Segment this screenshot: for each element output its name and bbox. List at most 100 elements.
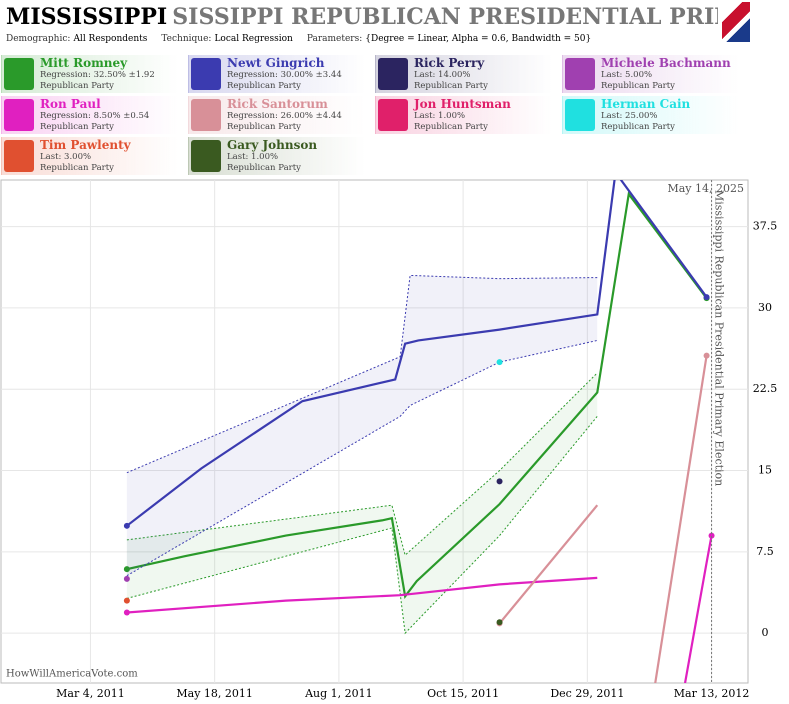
legend-name: Rick Santorum xyxy=(227,97,328,111)
param-label: Technique: xyxy=(161,34,212,44)
legend-entry: Gary Johnson Last: 1.00% Republican Party xyxy=(188,137,374,175)
legend-icon xyxy=(565,58,595,90)
y-tick-label: 7.5 xyxy=(756,545,774,558)
point xyxy=(123,609,130,616)
confidence-band xyxy=(126,275,598,576)
y-tick-label: 15 xyxy=(758,464,772,477)
series-line xyxy=(498,504,599,625)
legend-party: Republican Party xyxy=(414,122,488,132)
point xyxy=(496,359,503,366)
x-tick-label: Mar 13, 2012 xyxy=(674,687,750,700)
params: Demographic: All Respondents Technique: Loc… xyxy=(6,34,605,44)
legend-name: Mitt Romney xyxy=(40,56,128,70)
legend-entry: Tim Pawlenty Last: 3.00% Republican Party xyxy=(1,137,187,175)
point xyxy=(703,294,710,301)
legend-party: Republican Party xyxy=(601,81,675,91)
legend-party: Republican Party xyxy=(227,81,301,91)
series-line xyxy=(126,180,708,527)
legend-party: Republican Party xyxy=(601,122,675,132)
param-label: Parameters: xyxy=(306,34,363,44)
legend-entry: Mitt Romney Regression: 32.50% ±1.92 Repub… xyxy=(1,55,187,93)
series-line xyxy=(654,355,708,683)
legend-detail: Last: 3.00% xyxy=(40,152,92,162)
point xyxy=(123,522,130,529)
legend-entry: Herman Cain Last: 25.00% Republican Party xyxy=(562,96,748,134)
legend-name: Jon Huntsman xyxy=(414,97,511,111)
legend-detail: Regression: 32.50% ±1.92 xyxy=(40,70,155,80)
legend-icon xyxy=(4,58,34,90)
x-tick-label: Mar 4, 2011 xyxy=(56,687,125,700)
series-line xyxy=(683,535,713,683)
point xyxy=(123,566,130,573)
point xyxy=(496,478,503,485)
legend-name: Gary Johnson xyxy=(227,138,318,152)
param-label: Demographic: xyxy=(6,34,71,44)
source: HowWillAmericaVote.com xyxy=(6,669,138,680)
legend-name: Rick Perry xyxy=(414,56,485,70)
logo xyxy=(722,2,750,42)
annotation-text: Mississippi Republican Presidential Prim… xyxy=(713,190,726,486)
title: MISSISSIPPI xyxy=(6,4,168,30)
series-line xyxy=(126,576,598,614)
legend-name: Tim Pawlenty xyxy=(40,138,131,152)
plot-frame xyxy=(0,179,749,684)
legend-icon xyxy=(191,99,221,131)
legend-detail: Regression: 30.00% ±3.44 xyxy=(227,70,342,80)
legend-entry: Ron Paul Regression: 8.50% ±0.54 Republica… xyxy=(1,96,187,134)
plot-area xyxy=(1,180,748,683)
x-tick-label: May 18, 2011 xyxy=(176,687,253,700)
x-tick-label: Oct 15, 2011 xyxy=(427,687,499,700)
legend-entry: Rick Santorum Regression: 26.00% ±4.44 Rep… xyxy=(188,96,374,134)
band-edge xyxy=(126,416,598,635)
legend-detail: Last: 1.00% xyxy=(227,152,279,162)
legend-party: Republican Party xyxy=(40,163,114,173)
subtitle: SISSIPPI REPUBLICAN PRESIDENTIAL PRIMARY… xyxy=(172,4,718,30)
y-tick-label: 22.5 xyxy=(753,382,778,395)
legend-name: Herman Cain xyxy=(601,97,691,111)
legend-entry: Newt Gingrich Regression: 30.00% ±3.44 Rep… xyxy=(188,55,374,93)
legend-entry: Rick Perry Last: 14.00% Republican Party xyxy=(375,55,561,93)
legend-icon xyxy=(565,99,595,131)
x-tick-label: Dec 29, 2011 xyxy=(550,687,624,700)
band-edge xyxy=(126,274,598,474)
legend-detail: Last: 14.00% xyxy=(414,70,471,80)
legend-party: Republican Party xyxy=(227,122,301,132)
legend-name: Michele Bachmann xyxy=(601,56,731,70)
legend-icon xyxy=(4,140,34,172)
legend-entry: Michele Bachmann Last: 5.00% Republican Pa… xyxy=(562,55,748,93)
legend-icon xyxy=(378,99,408,131)
legend-party: Republican Party xyxy=(414,81,488,91)
legend-party: Republican Party xyxy=(40,81,114,91)
legend-detail: Regression: 26.00% ±4.44 xyxy=(227,111,342,121)
y-tick-label: 37.5 xyxy=(753,220,778,233)
date-label: May 14, 2025 xyxy=(667,182,744,195)
legend-detail: Last: 1.00% xyxy=(414,111,466,121)
legend-icon xyxy=(191,58,221,90)
point xyxy=(703,352,710,359)
legend-icon xyxy=(4,99,34,131)
y-tick-label: 30 xyxy=(758,301,772,314)
legend-detail: Last: 5.00% xyxy=(601,70,653,80)
legend-icon xyxy=(378,58,408,90)
x-tick-label: Aug 1, 2011 xyxy=(304,687,373,700)
point xyxy=(708,532,715,539)
param-value: Local Regression xyxy=(214,34,293,44)
legend-detail: Regression: 8.50% ±0.54 xyxy=(40,111,150,121)
legend-detail: Last: 25.00% xyxy=(601,111,658,121)
point xyxy=(123,597,130,604)
legend-name: Newt Gingrich xyxy=(227,56,325,70)
param-value: {Degree = Linear, Alpha = 0.6, Bandwidth… xyxy=(365,34,592,44)
point xyxy=(496,619,503,626)
param-value: All Respondents xyxy=(73,34,148,44)
point xyxy=(123,575,130,582)
legend-party: Republican Party xyxy=(227,163,301,173)
legend-party: Republican Party xyxy=(40,122,114,132)
y-tick-label: 0 xyxy=(762,626,769,639)
series-line xyxy=(126,191,708,599)
legend-name: Ron Paul xyxy=(40,97,101,111)
header: MISSISSIPPI SISSIPPI REPUBLICAN PRESIDEN… xyxy=(6,4,718,32)
confidence-band xyxy=(126,372,598,634)
legend-icon xyxy=(191,140,221,172)
